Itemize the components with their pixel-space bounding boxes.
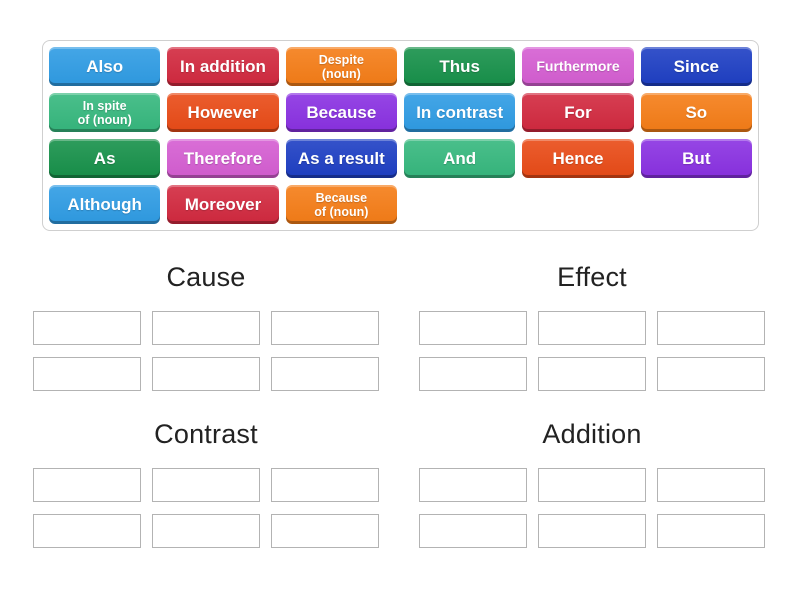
word-tile-and[interactable]: And [404, 139, 516, 178]
drop-slot-contrast-4[interactable] [33, 514, 141, 548]
word-tile-since[interactable]: Since [640, 47, 752, 86]
word-tile-for[interactable]: For [522, 93, 634, 132]
word-tile-although[interactable]: Although [49, 185, 161, 224]
drop-slot-effect-5[interactable] [538, 357, 646, 391]
word-tile-so[interactable]: So [640, 93, 752, 132]
word-tile-as-a-result[interactable]: As a result [285, 139, 397, 178]
word-tile-moreover[interactable]: Moreover [167, 185, 279, 224]
word-tile-in-contrast[interactable]: In contrast [404, 93, 516, 132]
group-cause-title: Cause [166, 262, 246, 292]
drop-slot-effect-1[interactable] [419, 311, 527, 345]
drop-slot-addition-3[interactable] [657, 468, 765, 502]
drop-slot-contrast-2[interactable] [152, 468, 260, 502]
drop-slot-contrast-3[interactable] [271, 468, 379, 502]
drop-slot-effect-2[interactable] [538, 311, 646, 345]
group-cause-slots [33, 311, 379, 391]
word-tile-hence[interactable]: Hence [522, 139, 634, 178]
word-tile-but[interactable]: But [640, 139, 752, 178]
drop-slot-cause-2[interactable] [152, 311, 260, 345]
word-tile-despite-noun[interactable]: Despite (noun) [285, 47, 397, 86]
group-effect-slots [419, 311, 765, 391]
drop-slot-effect-4[interactable] [419, 357, 527, 391]
word-tile-because-of[interactable]: Because of (noun) [285, 185, 397, 224]
word-tile-also[interactable]: Also [49, 47, 161, 86]
word-tile-thus[interactable]: Thus [404, 47, 516, 86]
word-tile-however[interactable]: However [167, 93, 279, 132]
drop-slot-addition-1[interactable] [419, 468, 527, 502]
group-contrast: Contrast [33, 415, 379, 548]
drop-slot-contrast-5[interactable] [152, 514, 260, 548]
group-addition-title: Addition [542, 419, 642, 449]
drop-slot-cause-3[interactable] [271, 311, 379, 345]
word-tile-because[interactable]: Because [285, 93, 397, 132]
drop-slot-addition-6[interactable] [657, 514, 765, 548]
group-addition-slots [419, 468, 765, 548]
drop-slot-addition-5[interactable] [538, 514, 646, 548]
drop-slot-contrast-6[interactable] [271, 514, 379, 548]
word-tray: Also In addition Despite (noun) Thus Fur… [42, 40, 759, 231]
group-addition: Addition [419, 415, 765, 548]
drop-slot-cause-5[interactable] [152, 357, 260, 391]
word-tile-in-spite-of[interactable]: In spite of (noun) [49, 93, 161, 132]
drop-slot-cause-4[interactable] [33, 357, 141, 391]
drop-slot-cause-1[interactable] [33, 311, 141, 345]
word-tile-furthermore[interactable]: Furthermore [522, 47, 634, 86]
group-effect: Effect [419, 258, 765, 391]
group-cause: Cause [33, 258, 379, 391]
group-effect-title: Effect [557, 262, 627, 292]
word-tile-in-addition[interactable]: In addition [167, 47, 279, 86]
drop-slot-effect-6[interactable] [657, 357, 765, 391]
drop-slot-addition-2[interactable] [538, 468, 646, 502]
drop-slot-effect-3[interactable] [657, 311, 765, 345]
drop-slot-contrast-1[interactable] [33, 468, 141, 502]
drop-slot-cause-6[interactable] [271, 357, 379, 391]
drop-slot-addition-4[interactable] [419, 514, 527, 548]
group-contrast-slots [33, 468, 379, 548]
word-tile-therefore[interactable]: Therefore [167, 139, 279, 178]
group-contrast-title: Contrast [154, 419, 258, 449]
word-tile-as[interactable]: As [49, 139, 161, 178]
